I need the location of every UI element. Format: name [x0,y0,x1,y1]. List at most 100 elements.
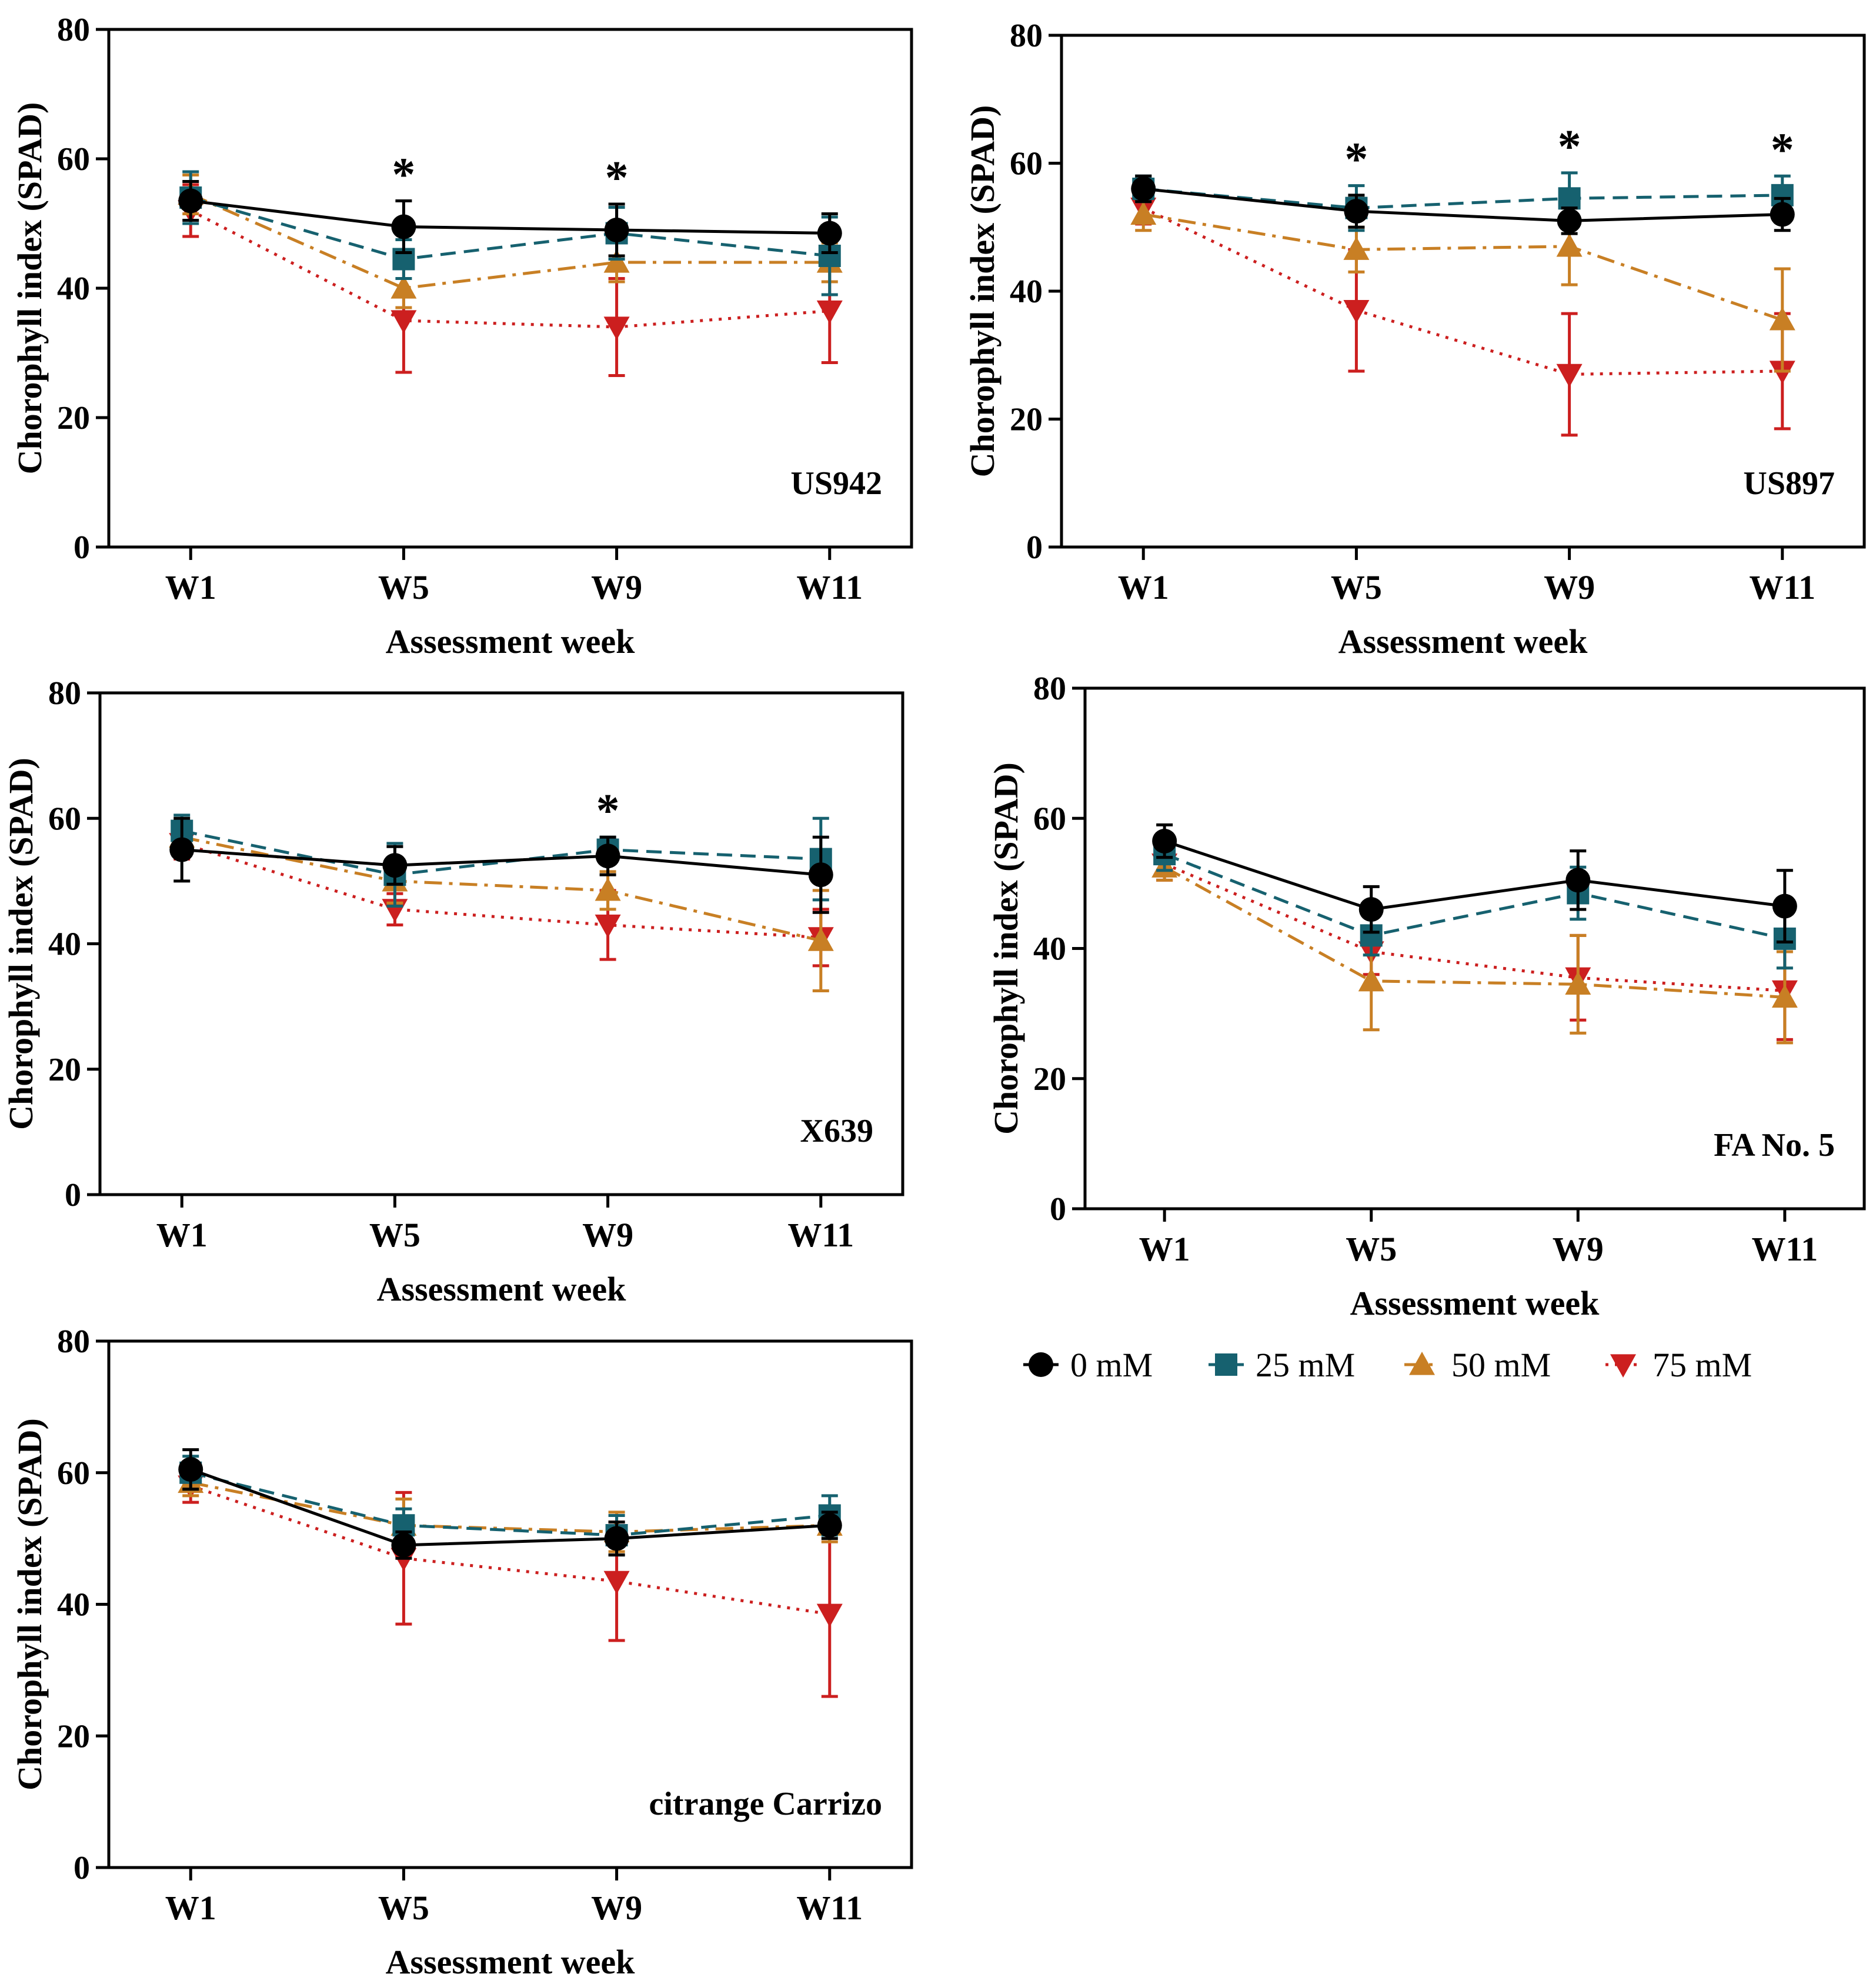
data-point [1343,236,1370,260]
panel-label: US942 [790,465,882,502]
data-point [1558,187,1581,210]
legend-item-75-mm: 75 mM [1605,1346,1752,1384]
y-tick-label: 40 [48,926,81,963]
y-tick-label: 40 [57,271,90,307]
y-tick-label: 60 [48,801,81,837]
series-0-mm [169,816,833,914]
x-tick-label-w11: W11 [796,568,863,606]
panel-label: citrange Carrizo [649,1786,882,1822]
y-tick-label: 60 [1033,801,1066,837]
data-point [178,188,203,214]
plot-frame [98,691,904,1196]
x-tick-label-w9: W9 [1553,1230,1604,1268]
y-tick-label: 40 [57,1587,90,1623]
data-point [604,1526,629,1551]
legend-marker [1215,1353,1237,1376]
series-50-mm [178,174,843,309]
y-tick-label: 0 [74,529,90,566]
series-line [190,1481,830,1533]
x-tick-label-w5: W5 [369,1216,420,1254]
series-line [1143,213,1783,322]
legend-label: 25 mM [1256,1346,1355,1384]
series-75-mm [178,1468,843,1698]
x-tick-label-w11: W11 [1749,568,1815,606]
x-tick-label-w5: W5 [1331,568,1382,606]
data-point [604,218,629,242]
data-point [603,316,630,340]
legend-item-25-mm: 25 mM [1209,1346,1355,1384]
legend: 0 mM 25 mM 50 mM 75 mM [1023,1346,1752,1384]
x-axis-title: Assessment week [386,1943,635,1981]
data-point [1343,300,1370,324]
series-line [190,1468,830,1547]
series-line [190,1484,830,1616]
y-tick-label: 60 [57,1455,90,1492]
y-axis-title: Chorophyll index (SPAD) [2,758,40,1130]
legend-label: 50 mM [1451,1346,1551,1384]
series-line [1143,187,1782,210]
data-point [603,1570,630,1595]
panel-citrange-carrizo: 0 20 40 60 80 W1 W5 W9 W11 Assessment week Choroph… [11,1323,913,1981]
series-line [181,829,821,876]
legend-marker [1029,1352,1053,1377]
x-tick-label-w1: W1 [1139,1230,1190,1268]
legend-item-50-mm: 50 mM [1404,1346,1551,1384]
y-tick-label: 80 [48,675,81,712]
series-0-mm [178,180,842,258]
data-point [1556,364,1583,388]
data-point [595,877,621,901]
series-line [1143,206,1782,376]
x-tick-label-w1: W1 [165,1889,216,1927]
series-line [190,196,830,261]
significance-star: * [1344,134,1368,186]
y-tick-label: 20 [1033,1061,1066,1098]
data-point [1565,971,1591,995]
data-point [807,928,834,951]
series-0-mm [1152,823,1797,943]
data-point [1358,897,1384,922]
y-axis-title: Chorophyll index (SPAD) [11,102,49,475]
data-point [1557,208,1582,234]
significance-star: * [605,152,629,204]
y-tick-label: 20 [57,400,90,436]
series-line [1164,862,1785,992]
legend-label: 75 mM [1653,1346,1752,1384]
y-tick-label: 40 [1033,931,1066,968]
x-axis-title: Assessment week [1350,1284,1600,1322]
series-line [1164,852,1785,941]
y-tick-label: 60 [1010,146,1043,182]
series-25-mm [179,1455,841,1557]
x-tick-label-w11: W11 [1751,1230,1818,1268]
y-axis-title: Chorophyll index (SPAD) [987,762,1025,1135]
x-tick-label-w9: W9 [1544,568,1595,606]
x-axis-title: Assessment week [386,622,635,661]
series-line [1143,187,1782,222]
data-point [1565,868,1591,893]
y-tick-label: 40 [1010,274,1043,310]
y-tick-label: 80 [1010,18,1043,54]
data-point [1344,199,1369,224]
data-point [382,853,408,878]
data-point [817,1513,842,1538]
significance-star: * [1771,124,1794,176]
legend-marker [1610,1354,1636,1378]
x-tick-label-w9: W9 [591,568,642,606]
x-tick-label-w1: W1 [1118,568,1169,606]
panel-label: X639 [800,1113,873,1149]
significance-star: * [392,149,415,201]
data-point [1358,968,1384,992]
series-25-mm [1132,171,1794,232]
data-point [816,300,843,324]
series-line [190,199,830,235]
series-50-mm [1151,852,1798,1045]
series-75-mm [178,183,843,377]
panel-label: FA No. 5 [1714,1127,1835,1163]
series-75-mm [169,826,834,968]
y-axis-title: Chorophyll index (SPAD) [11,1418,49,1790]
y-tick-label: 0 [65,1177,81,1213]
data-point [1771,984,1798,1008]
series-0-mm [178,1448,842,1560]
y-tick-label: 20 [57,1718,90,1755]
significance-star: * [596,785,620,837]
